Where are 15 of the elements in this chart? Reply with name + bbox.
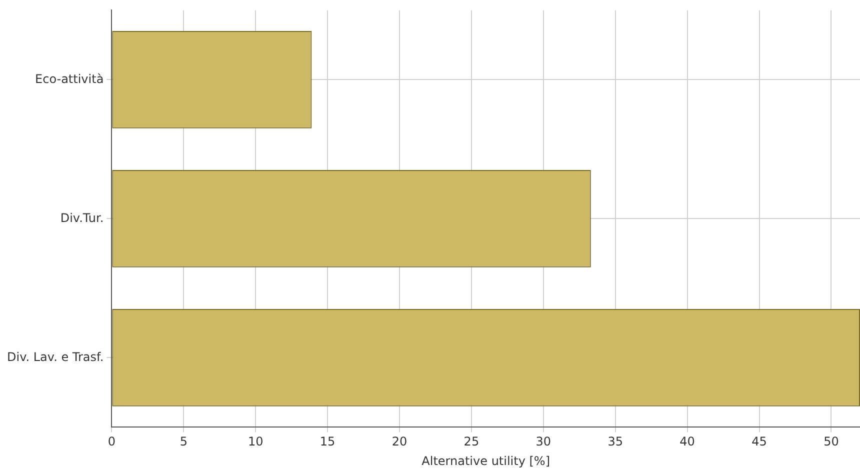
- x-tick-label: 0: [108, 434, 116, 449]
- x-axis-title: Alternative utility [%]: [422, 454, 550, 468]
- x-tick-label: 40: [680, 434, 695, 449]
- y-tick-label: Div.Tur.: [60, 210, 104, 225]
- x-tick-label: 20: [392, 434, 408, 449]
- x-tick-label: 30: [536, 434, 552, 449]
- y-tick-label: Div. Lav. e Trasf.: [6, 350, 104, 364]
- x-tick-label: 25: [464, 434, 480, 449]
- x-tick-label: 5: [180, 434, 188, 449]
- x-tick-label: 10: [248, 434, 264, 449]
- x-tick-label: 50: [824, 434, 839, 449]
- x-tick-label: 45: [752, 434, 767, 449]
- x-tick-label: 15: [320, 434, 336, 449]
- y-tick-label: Eco-attività: [35, 72, 104, 86]
- x-tick-label: 35: [608, 434, 623, 449]
